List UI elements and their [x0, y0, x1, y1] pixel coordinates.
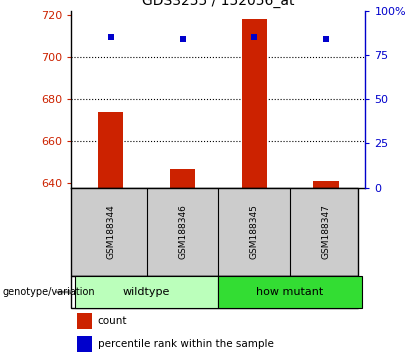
- Text: GSM188347: GSM188347: [321, 204, 331, 259]
- Bar: [218, 276, 362, 308]
- Bar: [98, 112, 123, 188]
- Title: GDS3255 / 152056_at: GDS3255 / 152056_at: [142, 0, 295, 8]
- Bar: [313, 181, 339, 188]
- Bar: [77, 336, 92, 352]
- Text: percentile rank within the sample: percentile rank within the sample: [98, 339, 274, 349]
- Text: genotype/variation: genotype/variation: [2, 287, 95, 297]
- Text: GSM188346: GSM188346: [178, 204, 187, 259]
- Bar: [170, 169, 195, 188]
- Bar: [241, 19, 267, 188]
- Text: how mutant: how mutant: [257, 287, 324, 297]
- Bar: [77, 313, 92, 329]
- Text: count: count: [98, 316, 127, 326]
- Text: wildtype: wildtype: [123, 287, 171, 297]
- Text: GSM188344: GSM188344: [106, 205, 116, 259]
- Bar: [75, 276, 218, 308]
- Text: GSM188345: GSM188345: [250, 204, 259, 259]
